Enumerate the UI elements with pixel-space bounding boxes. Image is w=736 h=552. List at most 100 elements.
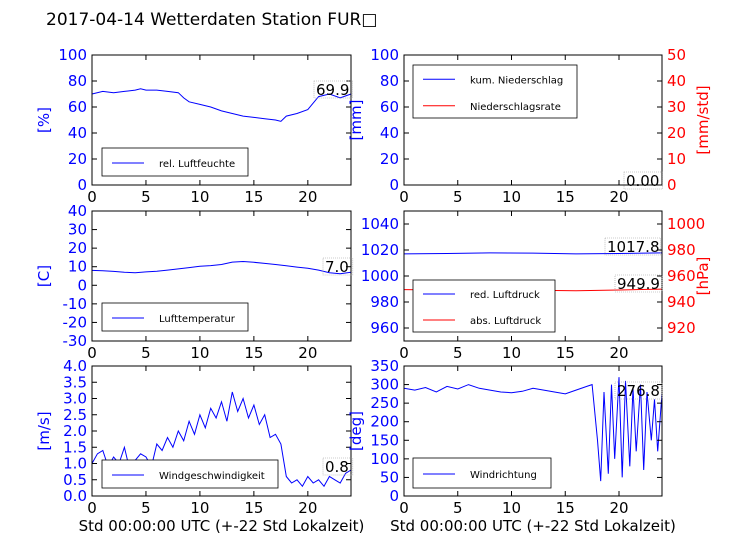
y-tick-label: 50 <box>380 468 399 486</box>
series-line-winddir-0 <box>403 377 663 482</box>
legend-label: red. Luftdruck <box>470 290 540 301</box>
legend-label: abs. Luftdruck <box>470 316 541 327</box>
x-tick-label: 0 <box>399 344 409 362</box>
y-tick-label: 960 <box>370 319 399 337</box>
y-tick-label: 40 <box>68 202 87 220</box>
y-axis-label: [C] <box>35 265 53 287</box>
value-label-box <box>623 171 663 190</box>
x-tick-label: 5 <box>453 344 463 362</box>
y-tick-label: 10 <box>68 258 87 276</box>
y-axis-label: [%] <box>35 107 53 133</box>
y-tick-label: 1000 <box>361 267 399 285</box>
y-tick-label: 0 <box>77 176 87 194</box>
y-tick-label: 4.0 <box>63 357 87 375</box>
y-tick-label: -10 <box>63 295 88 313</box>
x-tick-label: 15 <box>244 499 263 517</box>
y-axis-label: [deg] <box>347 411 365 451</box>
x-tick-label: 5 <box>141 188 151 206</box>
x-tick-label: 10 <box>190 499 209 517</box>
y-tick-label-right: 960 <box>667 267 696 285</box>
legend-label: rel. Luftfeuchte <box>159 159 235 170</box>
x-tick-label: 20 <box>298 344 317 362</box>
y-axis-label-right: [mm/std] <box>694 85 712 154</box>
x-tick-label: 5 <box>453 499 463 517</box>
legend-box <box>101 147 249 177</box>
y-tick-label: 0 <box>389 487 399 505</box>
y-tick-label-right: 940 <box>667 293 696 311</box>
x-axis-label: Std 00:00:00 UTC (+-22 Std Lokalzeit) <box>79 517 365 535</box>
x-tick-label: 0 <box>399 499 409 517</box>
y-tick-label: 1.0 <box>63 455 87 473</box>
y-tick-label: -30 <box>63 332 88 350</box>
y-tick-label-right: 1000 <box>667 215 705 233</box>
y-tick-label: 1.5 <box>63 438 87 456</box>
x-tick-label: 15 <box>556 188 575 206</box>
panel-temperature: 0 5 10 15 20-30-20-10010203040[C]Lufttempera… <box>35 202 354 362</box>
y-tick-label: 0 <box>389 176 399 194</box>
y-tick-label: 0.5 <box>63 471 87 489</box>
x-tick-label: 0 <box>399 188 409 206</box>
y-axis-label: [m/s] <box>35 411 53 450</box>
x-tick-label: 10 <box>502 188 521 206</box>
legend-label: Lufttemperatur <box>159 314 236 325</box>
y-tick-label: 100 <box>58 46 87 64</box>
y-tick-label: 3.0 <box>63 390 87 408</box>
y-tick-label: 100 <box>370 46 399 64</box>
x-tick-label: 20 <box>609 499 628 517</box>
x-tick-label: 20 <box>609 188 628 206</box>
last-value-label: 69.9 <box>316 81 349 99</box>
value-label-box <box>313 80 353 99</box>
series-line-temperature-0 <box>91 260 352 275</box>
y-axis-label-right: [hPa] <box>694 257 712 296</box>
x-tick-label: 10 <box>502 499 521 517</box>
x-tick-label: 5 <box>453 188 463 206</box>
x-tick-label: 20 <box>298 499 317 517</box>
y-tick-label: 20 <box>68 150 87 168</box>
legend-label: Windgeschwindigkeit <box>159 471 265 482</box>
legend-label: Niederschlagsrate <box>470 102 561 113</box>
y-tick-label: 40 <box>68 124 87 142</box>
x-tick-label: 0 <box>87 188 97 206</box>
figure-title: 2017-04-14 Wetterdaten Station FUR□ <box>46 10 378 30</box>
panel-humidity: 0 5 10 15 20 0 20 40 60 80 100 [%] rel. Luftfeuchte 6… <box>35 46 353 206</box>
y-tick-label: 3.5 <box>63 373 87 391</box>
y-tick-label: 20 <box>68 239 87 257</box>
axes-frame <box>91 54 352 186</box>
legend-box <box>412 64 578 119</box>
y-tick-label: 60 <box>68 98 87 116</box>
last-value-label: 7.0 <box>325 258 349 276</box>
y-tick-label-right: 0 <box>667 176 677 194</box>
y-tick-label-right: 50 <box>667 46 686 64</box>
last-value-label: 1017.8 <box>607 238 660 256</box>
x-tick-label: 0 <box>87 499 97 517</box>
y-tick-label: 1040 <box>361 215 399 233</box>
x-tick-label: 15 <box>244 344 263 362</box>
y-tick-label: 300 <box>370 376 399 394</box>
y-tick-label: 350 <box>370 357 399 375</box>
y-tick-label: 150 <box>370 431 399 449</box>
series-line-humidity-0 <box>91 88 352 122</box>
y-tick-label: 0 <box>77 276 87 294</box>
y-tick-label-right: 980 <box>667 241 696 259</box>
value-label-box <box>322 257 354 276</box>
legend-box <box>412 457 552 489</box>
y-tick-label-right: 30 <box>667 98 686 116</box>
y-tick-label: 40 <box>380 124 399 142</box>
y-tick-label-right: 10 <box>667 150 686 168</box>
y-tick-label: 80 <box>68 72 87 90</box>
last-value-label: 0.00 <box>626 172 659 190</box>
x-tick-label: 5 <box>141 499 151 517</box>
x-tick-label: 10 <box>502 344 521 362</box>
last-value-label: 0.8 <box>325 458 349 476</box>
y-tick-label: 980 <box>370 293 399 311</box>
value-label-box <box>604 237 661 256</box>
axes-frame <box>403 54 663 186</box>
y-tick-label: 200 <box>370 413 399 431</box>
x-tick-label: 10 <box>190 188 209 206</box>
x-axis-label: Std 00:00:00 UTC (+-22 Std Lokalzeit) <box>390 517 676 535</box>
series-line-pressure-0 <box>403 252 663 255</box>
y-tick-label: 60 <box>380 98 399 116</box>
y-tick-label: 20 <box>380 150 399 168</box>
y-tick-label: 30 <box>68 221 87 239</box>
